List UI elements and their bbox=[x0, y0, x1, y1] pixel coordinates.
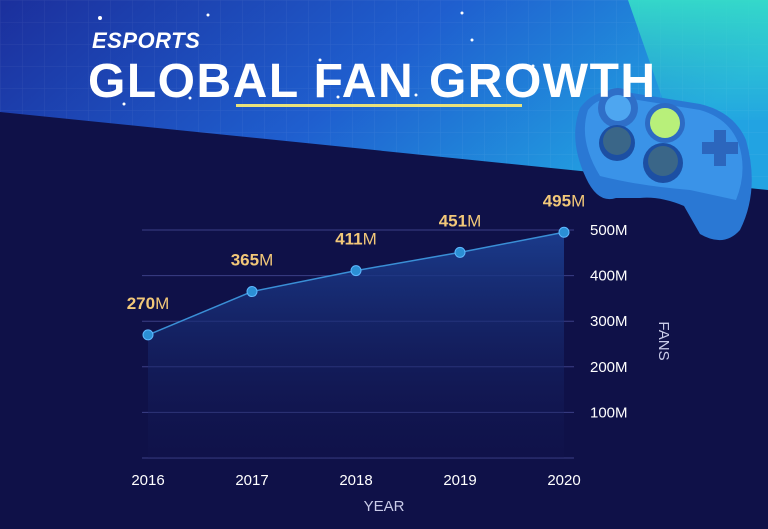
x-tick-label: 2018 bbox=[339, 472, 372, 489]
y-tick-label: 300M bbox=[590, 313, 628, 330]
series-line-segment bbox=[251, 269, 357, 293]
data-label: 270M bbox=[127, 294, 170, 313]
y-axis-title: FANS bbox=[655, 321, 672, 360]
series-line-segment bbox=[459, 231, 565, 254]
data-point bbox=[454, 246, 466, 258]
sparkle-icon bbox=[98, 11, 608, 106]
data-point bbox=[246, 286, 258, 298]
data-label: 495M bbox=[543, 191, 586, 210]
x-tick-label: 2016 bbox=[131, 472, 164, 489]
y-tick-label: 400M bbox=[590, 268, 628, 285]
x-tick-label: 2019 bbox=[443, 472, 476, 489]
data-label: 365M bbox=[231, 251, 274, 270]
data-label: 451M bbox=[439, 211, 482, 230]
series-line-segment bbox=[147, 290, 253, 336]
y-tick-label: 200M bbox=[590, 359, 628, 376]
x-tick-label: 2020 bbox=[547, 472, 580, 489]
data-point bbox=[350, 265, 362, 277]
title-underline bbox=[236, 104, 522, 107]
data-point bbox=[558, 226, 570, 238]
y-tick-label: 100M bbox=[590, 404, 628, 421]
data-label: 411M bbox=[335, 230, 377, 249]
x-axis-title: YEAR bbox=[364, 498, 405, 515]
x-tick-label: 2017 bbox=[235, 472, 268, 489]
gamepad-icon bbox=[575, 88, 752, 241]
chart-title: GLOBAL FAN GROWTH bbox=[88, 55, 657, 108]
light-beam bbox=[628, 0, 768, 120]
y-tick-label: 500M bbox=[590, 222, 628, 239]
series-line-segment bbox=[355, 251, 461, 272]
area-fill bbox=[148, 232, 564, 458]
data-point bbox=[142, 329, 154, 341]
chart-subtitle: ESPORTS bbox=[92, 28, 201, 53]
